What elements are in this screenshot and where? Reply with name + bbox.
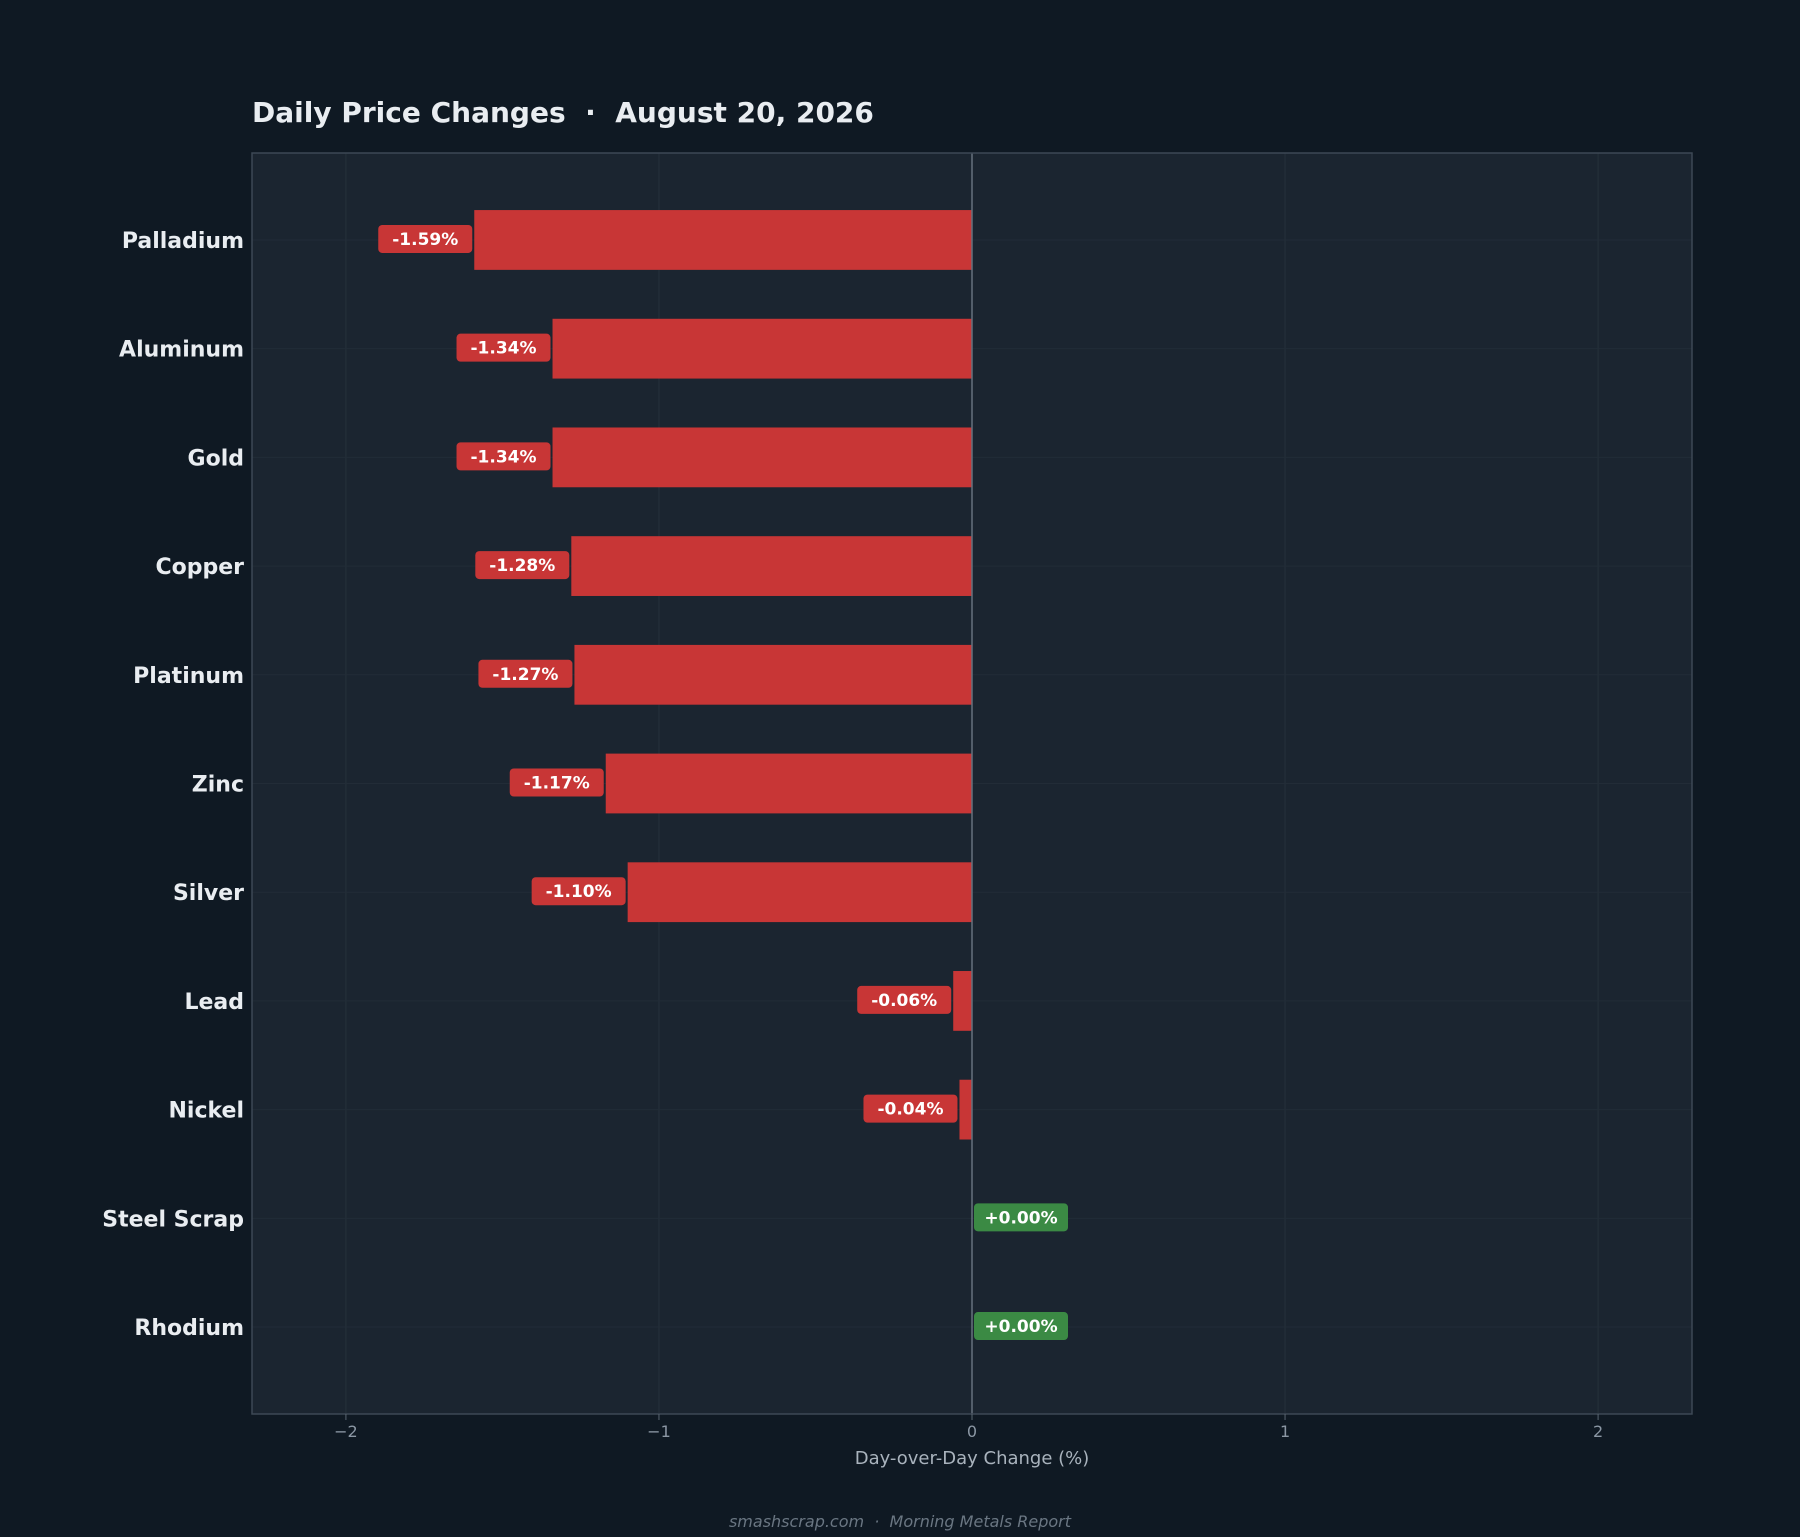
data-label-badge [478,659,573,688]
category-label: Platinum [133,664,244,689]
bar [552,318,972,379]
bar [605,753,972,814]
data-label: -0.06% [871,991,937,1011]
category-label: Nickel [169,1099,245,1124]
bar [953,971,972,1031]
x-tick-label: 0 [967,1422,977,1441]
category-label: Aluminum [119,338,244,363]
category-label: Zinc [192,773,244,798]
chart-title: Daily Price Changes · August 20, 2026 [252,96,874,129]
data-label: -0.04% [877,1100,943,1120]
footer-credit: smashscrap.com · Morning Metals Report [729,1512,1072,1531]
category-label: Gold [188,446,244,471]
data-label: -1.34% [470,339,536,359]
data-label-badge [475,551,570,580]
data-label: -1.27% [492,665,558,685]
category-label: Lead [184,990,244,1015]
data-label-badge [863,1094,958,1123]
category-label: Copper [155,555,244,580]
data-label-badge [456,442,551,471]
data-label-badge [509,768,604,797]
bar [959,1079,972,1140]
data-label-badge [974,1203,1068,1232]
category-labels: Palladium Aluminum Gold Copper Platinum Zinc S… [102,229,244,1341]
x-axis-title: Day-over-Day Change (%) [855,1448,1090,1469]
category-label: Rhodium [134,1316,244,1341]
category-label: Steel Scrap [102,1207,244,1232]
x-tick-label: 1 [1280,1422,1290,1441]
bar [574,644,972,705]
bar [571,536,972,596]
data-label: -1.17% [524,774,590,794]
data-label-badge [378,224,473,253]
bar [552,427,972,488]
data-label: +0.00% [984,1208,1057,1228]
data-labels: -1.59% -1.34% -1.34% -1.28% -1.27% -1.17% -1.1… [378,224,1068,1341]
data-label: -1.34% [470,447,536,467]
x-tick-label: −2 [334,1422,358,1441]
data-label: +0.00% [984,1317,1057,1337]
x-axis-ticks: −2 −1 0 1 2 [334,1414,1603,1441]
bar [627,862,972,923]
bars [474,210,972,1140]
data-label: -1.10% [546,882,612,902]
data-label: -1.59% [392,230,458,250]
data-label-badge [531,877,626,906]
category-label: Silver [173,881,244,906]
data-label-badge [456,333,551,362]
data-label-badge [857,985,952,1014]
category-label: Palladium [122,229,244,254]
bar [474,210,972,270]
data-label-badge [974,1312,1068,1341]
x-tick-label: 2 [1593,1422,1603,1441]
data-label: -1.28% [489,556,555,576]
x-tick-label: −1 [647,1422,671,1441]
